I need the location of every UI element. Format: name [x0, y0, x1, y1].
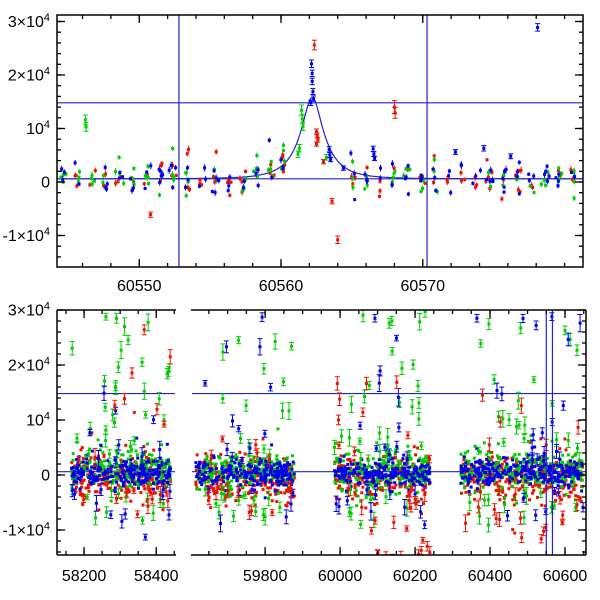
- top-tick-labels: 60550 60560 60570 -1×104 0 104 2×104 3×104: [3, 12, 446, 295]
- bottom-tick-labels: 58200 58400 59800 60000 60200 60400 60600 -1×10…: [3, 301, 588, 586]
- y-tick-label: 2×104: [8, 66, 50, 85]
- y-tick-label: 104: [26, 411, 50, 430]
- x-tick-label: 59800: [243, 568, 288, 585]
- y-tick-label: -1×104: [3, 521, 51, 540]
- y-tick-label: 3×104: [8, 301, 50, 320]
- top-ticks: [57, 15, 583, 267]
- top-panel: 60550 60560 60570 -1×104 0 104 2×104 3×104: [3, 12, 584, 295]
- x-tick-label: 60560: [259, 278, 304, 295]
- bottom-vertical-marker-lines: [545, 310, 554, 555]
- top-data-points: [59, 23, 577, 244]
- y-tick-label: -1×104: [3, 226, 51, 245]
- y-tick-label: 0: [41, 468, 50, 485]
- x-tick-label: 60000: [318, 568, 363, 585]
- bottom-ticks: [57, 309, 586, 555]
- x-tick-label: 58200: [62, 568, 107, 585]
- x-tick-label: 60550: [117, 278, 162, 295]
- bottom-panel: 58200 58400 59800 60000 60200 60400 60600 -1×10…: [3, 301, 588, 586]
- x-tick-label: 60570: [401, 278, 446, 295]
- y-tick-label: 3×104: [8, 12, 50, 31]
- top-frame: [56, 14, 584, 268]
- top-vertical-marker-lines: [178, 15, 428, 267]
- bottom-frame: [56, 309, 587, 556]
- x-tick-label: 60600: [543, 568, 588, 585]
- x-tick-label: 60200: [393, 568, 438, 585]
- y-tick-label: 104: [26, 119, 50, 138]
- x-tick-label: 58400: [134, 568, 179, 585]
- top-horizontal-reference-lines: [57, 102, 583, 180]
- x-tick-label: 60400: [468, 568, 513, 585]
- microlensing-model-curve: [57, 96, 583, 180]
- bottom-data-points: [69, 310, 586, 555]
- y-tick-label: 2×104: [8, 356, 50, 375]
- y-tick-label: 0: [41, 174, 50, 191]
